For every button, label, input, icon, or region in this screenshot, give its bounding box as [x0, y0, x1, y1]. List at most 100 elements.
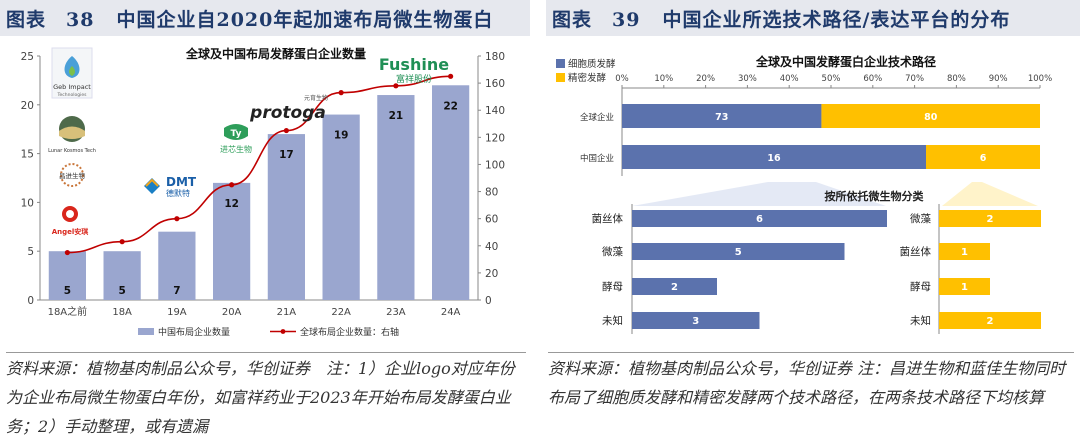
chart38-bars: 5 5 7 12 17 19 21 22 — [48, 85, 470, 300]
breakdown-category-label: 酵母 — [602, 281, 623, 293]
stacked-bar-precision — [926, 145, 1040, 169]
x-tick-label: 19A — [167, 307, 187, 318]
bar-value-label: 21 — [389, 110, 404, 122]
fushine-logo-text: Fushine — [379, 55, 449, 74]
bar-value-label: 5 — [118, 285, 125, 297]
breakdown-value: 6 — [756, 214, 763, 225]
chart39-legend: 细胞质发酵 精密发酵 — [556, 58, 616, 84]
top-x-tick-label: 10% — [654, 74, 673, 84]
top-x-tick-label: 50% — [822, 74, 841, 84]
breakdown-value: 2 — [987, 214, 994, 225]
chart38-line — [64, 73, 454, 256]
line-point — [229, 182, 235, 188]
line-point — [283, 127, 289, 134]
legend-cytoplasm-label: 细胞质发酵 — [568, 58, 616, 70]
stacked-bar-cytoplasm — [622, 104, 822, 128]
protoga-logo: 元育生物 protoga — [249, 94, 328, 123]
bar-value-label: 12 — [224, 198, 239, 210]
left-tick-label: 10 — [21, 197, 34, 209]
breakdown-bar — [939, 210, 1041, 227]
cytoplasm-breakdown-bars: 菌丝体 6 微藻 5 酵母 2 未知 3 — [592, 204, 887, 334]
right-tick-label: 140 — [485, 105, 505, 117]
top-x-tick-label: 40% — [780, 74, 799, 84]
top-x-tick-label: 20% — [696, 74, 715, 84]
jinxin-logo: Ty 进芯生物 — [220, 124, 252, 154]
top-x-tick-label: 80% — [947, 74, 966, 84]
right-tick-label: 100 — [485, 159, 505, 171]
x-tick-label: 18A — [112, 307, 132, 318]
chart38-combo-chart: 0 5 10 15 20 25 0 20 40 60 80 100 120 140 160 180 18A之前 1… — [21, 46, 505, 338]
stacked-value-cytoplasm: 16 — [767, 153, 781, 164]
chart38-header: 图表 38 中国企业自2020年起加速布局微生物蛋白 — [0, 0, 530, 36]
top-x-tick-label: 0% — [615, 74, 629, 84]
bar-value-label: 5 — [64, 285, 71, 297]
changjin-logo: 昌进生物 — [59, 163, 86, 187]
chart38-title: 全球及中国布局发酵蛋白企业数量 — [185, 46, 366, 61]
stacked-value-cytoplasm: 73 — [715, 112, 728, 123]
line-point — [338, 90, 344, 96]
bar — [48, 251, 86, 300]
protoga-logo-text: protoga — [249, 103, 326, 123]
right-tick-label: 180 — [485, 51, 505, 63]
bar-value-label: 7 — [173, 285, 180, 297]
stacked-bar-cytoplasm — [622, 145, 926, 169]
protoga-logo-cn: 元育生物 — [304, 94, 328, 102]
changjin-logo-text: 昌进生物 — [59, 171, 86, 180]
chart38-header-label: 图表 38 — [6, 8, 95, 31]
bar — [213, 182, 251, 300]
left-tick-label: 5 — [27, 246, 34, 258]
stacked-value-precision: 6 — [980, 153, 987, 164]
cytoplasm-callout-wedge — [632, 182, 886, 206]
x-tick-label: 20A — [222, 307, 242, 318]
geb-impact-logo: Geb Impact Technologies — [51, 47, 93, 99]
top-x-tick-label: 100% — [1028, 74, 1052, 84]
breakdown-bar — [632, 243, 845, 260]
breakdown-value: 1 — [961, 247, 968, 258]
breakdown-category-label: 菌丝体 — [900, 246, 932, 258]
bar — [267, 134, 305, 300]
top-category-label: 全球企业 — [580, 112, 614, 123]
breakdown-bar — [632, 210, 887, 227]
angel-logo-text: Angel安琪 — [52, 227, 89, 236]
chart39-title: 全球及中国发酵蛋白企业技术路径 — [755, 54, 936, 69]
stacked-bar-precision — [821, 104, 1040, 128]
right-tick-label: 20 — [485, 268, 498, 280]
precision-callout-wedge — [942, 182, 1038, 206]
fushine-logo-cn: 富祥股份 — [396, 73, 432, 85]
breakdown-category-label: 微藻 — [602, 245, 623, 258]
x-tick-label: 24A — [441, 307, 461, 318]
chart39-divider — [548, 352, 1074, 353]
right-tick-label: 80 — [485, 187, 498, 199]
line-point — [119, 239, 125, 245]
precision-breakdown-bars: 微藻 2 菌丝体 1 酵母 1 未知 2 — [900, 204, 1041, 334]
x-tick-label: 18A之前 — [48, 305, 88, 318]
legend-line-label: 全球布局企业数量：右轴 — [300, 326, 399, 338]
legend-precision-label: 精密发酵 — [568, 72, 607, 84]
bar — [158, 231, 196, 300]
chart38-divider — [6, 352, 526, 353]
breakdown-category-label: 未知 — [910, 314, 931, 327]
line-point — [448, 73, 454, 79]
right-tick-label: 160 — [485, 78, 505, 90]
line-point — [174, 216, 180, 222]
left-tick-label: 25 — [21, 51, 34, 63]
dmt-logo-text: DMT — [166, 175, 197, 189]
breakdown-category-label: 微藻 — [910, 212, 931, 225]
bar-value-label: 17 — [279, 149, 294, 161]
series-line — [67, 75, 451, 254]
top-category-label: 中国企业 — [580, 153, 614, 164]
stacked-value-precision: 80 — [924, 112, 938, 123]
breakdown-value: 2 — [987, 316, 994, 327]
breakdown-category-label: 未知 — [602, 314, 623, 327]
breakdown-category-label: 酵母 — [910, 281, 931, 293]
breakdown-value: 2 — [671, 282, 678, 293]
breakdown-title: 按所依托微生物分类 — [825, 189, 925, 203]
lunar-kosmos-logo-text: Lunar Kosmos Tech — [48, 148, 96, 154]
breakdown-value: 3 — [692, 316, 699, 327]
bar — [322, 114, 360, 300]
angel-logo: Angel安琪 — [52, 206, 89, 236]
chart38-header-title: 中国企业自2020年起加速布局微生物蛋白 — [116, 8, 494, 31]
jinxin-logo-text: 进芯生物 — [220, 144, 252, 154]
x-tick-label: 21A — [277, 307, 297, 318]
lunar-kosmos-logo: Lunar Kosmos Tech — [48, 116, 96, 154]
